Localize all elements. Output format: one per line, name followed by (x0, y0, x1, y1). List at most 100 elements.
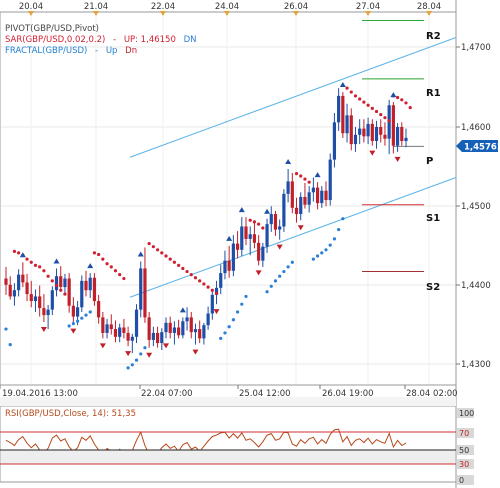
candle-body (328, 159, 332, 201)
time-label: 28.04 02:00 (406, 389, 458, 399)
sar-dot-down (252, 220, 257, 224)
candle-body (38, 296, 42, 309)
date-marker-arrow (293, 11, 299, 16)
candle-body (282, 193, 286, 227)
candle-body (164, 322, 168, 333)
candle-body (151, 332, 155, 340)
date-marker-arrow (365, 11, 371, 16)
candle-body (113, 329, 118, 337)
legend-pivot: PIVOT(GBP/USD,Pivot) (5, 24, 99, 34)
sar-dot-down (181, 266, 185, 271)
candle-body (273, 214, 278, 230)
sar-dot-up (273, 279, 278, 283)
sar-dot-up (134, 358, 139, 362)
candle-body (383, 134, 387, 139)
candle-body (189, 317, 193, 333)
sar-dot-down (50, 279, 54, 283)
fractal-up-marker (314, 172, 321, 178)
rsi-axis-label: 0 (459, 476, 464, 485)
candle-body (235, 243, 240, 250)
candle-body (231, 243, 235, 271)
candle-body (257, 242, 261, 261)
candle-body (33, 296, 38, 302)
sar-dot-up (315, 254, 320, 258)
fractal-down-marker (369, 150, 376, 156)
sar-dot-down (92, 251, 97, 255)
fractal-down-marker (192, 349, 199, 355)
candle-body (21, 274, 25, 283)
top-date-label: 20.04 (19, 2, 43, 12)
candle-body (358, 128, 362, 135)
candle-body (101, 317, 105, 333)
pivot-labels: R2 R1 P S1 S2 (426, 31, 441, 293)
candle-body (143, 268, 147, 318)
sar-dot-down (160, 251, 164, 255)
sar-dot-down (248, 218, 252, 222)
candle-body (193, 329, 198, 333)
grid-lines (1, 13, 455, 384)
sar-dot-up (290, 260, 294, 264)
price-tick-label: 1,4700 (461, 43, 491, 53)
candle-body (227, 260, 231, 271)
top-date-label: 28.04 (417, 2, 441, 12)
sar-dot-down (122, 276, 126, 281)
sar-dot-up (71, 322, 75, 326)
pivot-label-r1: R1 (426, 88, 441, 99)
sar-dot-down (257, 222, 261, 226)
candle-body (219, 273, 223, 288)
sar-dot-down (345, 86, 349, 90)
sar-dot-down (349, 90, 353, 94)
sar-dot-down (383, 116, 387, 120)
current-price-badge: 1,45761 (456, 140, 500, 153)
sar-dot-down (33, 263, 38, 267)
candle-body (29, 294, 33, 302)
sar-dot-down (303, 177, 307, 181)
rsi-level-badge-30 (457, 459, 474, 469)
top-date-label: 24.04 (215, 2, 239, 12)
rsi-axis-label: 30 (459, 460, 469, 469)
legend-sar-up: UP: 1,46150 (124, 35, 176, 45)
legend-sar-dn: DN (184, 35, 197, 45)
sar-dot-down (46, 274, 50, 278)
regression-channel (129, 37, 457, 298)
fractal-up-marker (179, 307, 186, 313)
sar-dot-down (198, 279, 202, 283)
fractal-up-marker (285, 158, 292, 164)
top-date-label: 22.04 (151, 2, 175, 12)
candle-body (290, 181, 294, 208)
sar-dot-up (240, 302, 244, 306)
price-tick-label: 1,4600 (461, 123, 491, 133)
sar-dot-down (17, 251, 21, 255)
sar-dot-up (320, 251, 324, 255)
fractal-up-marker (226, 235, 233, 241)
sar-dot-down (400, 98, 404, 102)
fractal-down-marker (213, 309, 220, 315)
sar-dot-up (8, 342, 12, 347)
sar-dot-down (362, 100, 366, 104)
fractal-up-marker (19, 252, 26, 258)
fractal-up-marker (87, 263, 94, 269)
sar-dot-up (219, 336, 223, 340)
candle-body (198, 329, 202, 339)
candle-body (50, 290, 54, 310)
channel-lower-line (129, 177, 457, 298)
candle-body (75, 307, 80, 317)
time-label: 26.04 19:00 (322, 389, 374, 399)
fractal-down-marker (297, 225, 304, 231)
candle-body (252, 234, 257, 243)
candle-body (126, 332, 130, 341)
sar-dot-up (311, 257, 315, 261)
legend-fractal-dn: Dn (125, 46, 137, 56)
sar-dot-down (366, 103, 370, 107)
rsi-level-badge-50 (457, 445, 474, 455)
sar-dot-down (29, 260, 33, 264)
candle-body (122, 327, 126, 333)
sar-dot-down (299, 174, 303, 178)
sar-dot-up (244, 294, 248, 299)
sar-dot-down (172, 260, 177, 264)
candle-body (324, 190, 328, 201)
candle-body (395, 127, 400, 146)
candle-body (261, 246, 265, 261)
candle-body (370, 123, 374, 141)
